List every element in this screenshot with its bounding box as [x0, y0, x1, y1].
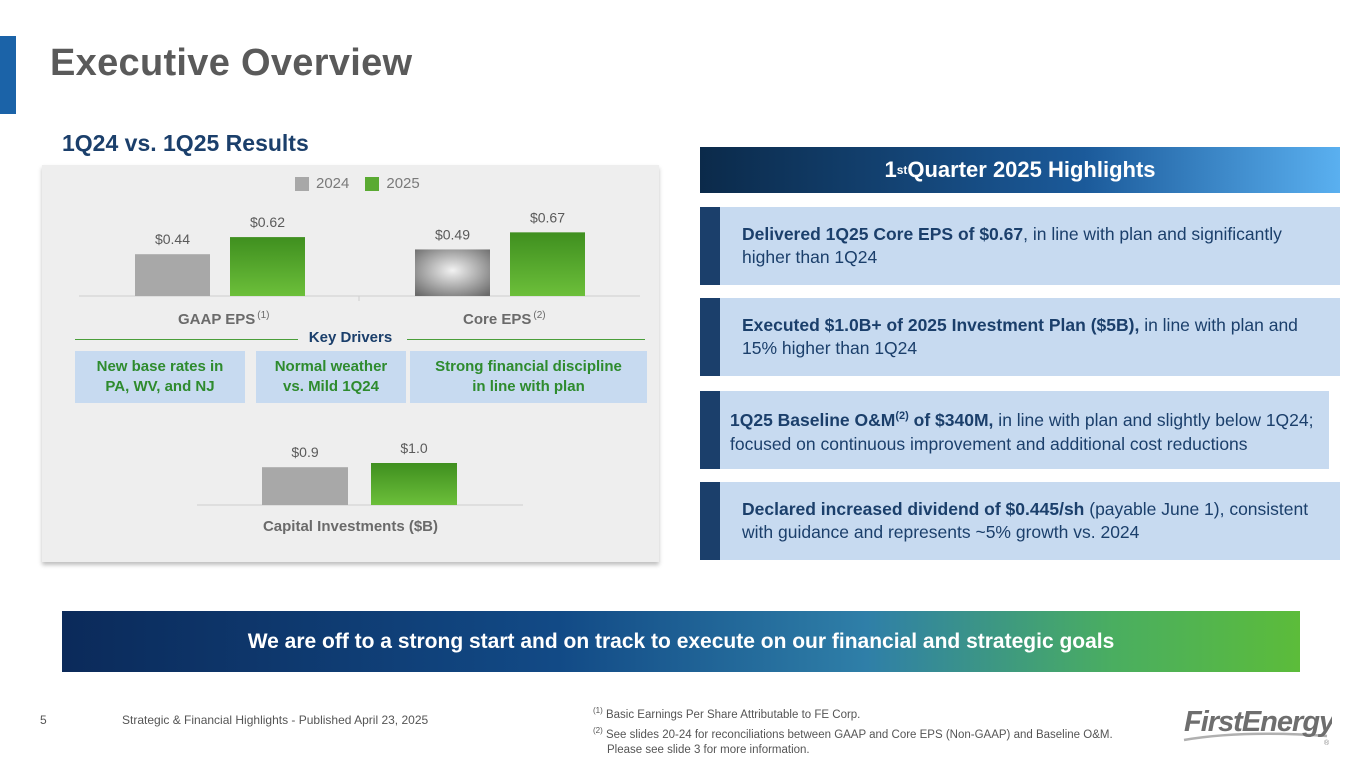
capex-bar-2024 [262, 467, 348, 505]
results-chart-panel: 2024 2025 $0.44 $0.62 $0.49 $0.67 $0.9 $1.0 G… [42, 165, 659, 562]
driver-weather-line1: Normal weather [274, 358, 388, 375]
highlight-investment-bold: Executed $1.0B+ of 2025 Investment Plan … [742, 315, 1140, 335]
legend-swatch-2025 [365, 176, 380, 191]
footnote-2-marker: (2) [593, 725, 603, 735]
legend-swatch-2024 [295, 176, 309, 191]
firstenergy-logo: FirstEnergy ® [1183, 706, 1332, 747]
core-eps-footnote: (2) [533, 310, 546, 321]
logo-swoosh [1183, 732, 1328, 742]
capex-bar-2024-label: $0.9 [291, 444, 318, 460]
eps-bar-core-eps-2025-label: $0.67 [530, 209, 565, 225]
footer-publication-note: Strategic & Financial Highlights - Publi… [122, 713, 429, 727]
driver-weather-line2: vs. Mild 1Q24 [283, 378, 379, 395]
highlight-om-bold-b: of $340M, [908, 409, 994, 430]
key-drivers-title: Key Drivers [308, 329, 393, 346]
capex-category-label: Capital Investments ($B) [262, 518, 439, 535]
highlights-header-sup: st [896, 163, 908, 177]
driver-base-rates-line2: PA, WV, and NJ [105, 378, 215, 395]
capex-bar-2025-label: $1.0 [400, 440, 427, 456]
gaap-eps-footnote: (1) [257, 310, 270, 321]
logo-text: FirstEnergy [1184, 706, 1332, 738]
highlight-dividend-text: (payable June 1), consistent with guidan… [742, 499, 1309, 542]
highlight-om-text: in line with plan and slightly below 1Q2… [730, 409, 1314, 454]
highlight-investment-plan: Executed $1.0B+ of 2025 Investment Plan … [700, 298, 1340, 376]
eps-bar-core-eps-2024 [415, 249, 490, 296]
highlight-core-eps-bold: Delivered 1Q25 Core EPS of $0.67 [742, 224, 1024, 244]
legend-label-2024: 2024 [316, 175, 350, 192]
driver-weather: Normal weather vs. Mild 1Q24 [256, 351, 406, 403]
highlight-dividend-bold: Declared increased dividend of $0.445/sh [742, 499, 1085, 519]
core-eps-label: Core EPS (2) [463, 310, 546, 328]
eps-bar-gaap-eps-2024-label: $0.44 [155, 231, 190, 247]
highlight-core-eps-text: , in line with plan and significantly hi… [742, 224, 1282, 267]
gaap-eps-text: GAAP EPS [178, 311, 256, 328]
eps-bar-gaap-eps-2025-label: $0.62 [250, 214, 285, 230]
highlight-investment-text: in line with plan and 15% higher than 1Q… [742, 315, 1298, 358]
eps-bar-core-eps-2024-label: $0.49 [435, 226, 470, 242]
page-number: 5 [40, 713, 47, 727]
chart-legend: 2024 2025 [295, 175, 420, 192]
logo-registered: ® [1324, 739, 1330, 747]
title-accent-bar [0, 36, 16, 114]
footnote-2: (2) See slides 20-24 for reconciliations… [593, 723, 1173, 743]
eps-bar-gaap-eps-2025 [230, 237, 305, 296]
summary-banner: We are off to a strong start and on trac… [62, 611, 1300, 672]
gaap-eps-label: GAAP EPS (1) [178, 310, 269, 328]
capex-bar-2025 [371, 463, 457, 505]
footnote-1-marker: (1) [593, 706, 603, 715]
driver-base-rates-line1: New base rates in [96, 358, 224, 375]
highlight-baseline-om: 1Q25 Baseline O&M(2) of $340M, in line w… [700, 391, 1329, 469]
highlights-header-main: 1 [884, 157, 897, 182]
highlight-om-sup: (2) [895, 410, 909, 423]
highlight-core-eps: Delivered 1Q25 Core EPS of $0.67, in lin… [700, 207, 1340, 285]
driver-base-rates: New base rates in PA, WV, and NJ [75, 351, 245, 403]
footnotes: (1) Basic Earnings Per Share Attributabl… [593, 703, 1173, 758]
page-title: Executive Overview [50, 42, 413, 84]
key-drivers-line-left [75, 339, 298, 340]
driver-discipline-line2: in line with plan [472, 378, 585, 395]
footnote-2-text: See slides 20-24 for reconciliations bet… [602, 728, 1113, 741]
highlight-om-bold-a: 1Q25 Baseline O&M [730, 409, 896, 430]
eps-bar-gaap-eps-2024 [135, 254, 210, 296]
highlight-dividend: Declared increased dividend of $0.445/sh… [700, 482, 1340, 560]
footnote-2-continued: Please see slide 3 for more information. [607, 743, 810, 756]
driver-financial-discipline: Strong financial discipline in line with … [410, 351, 647, 403]
legend-item-2025: 2025 [365, 175, 420, 192]
chart-svg: $0.44 $0.62 $0.49 $0.67 $0.9 $1.0 [79, 209, 640, 506]
footnote-1-text: Basic Earnings Per Share Attributable to… [602, 708, 861, 721]
eps-bar-core-eps-2025 [510, 232, 585, 296]
legend-label-2025: 2025 [386, 175, 420, 192]
driver-discipline-line1: Strong financial discipline [435, 358, 622, 375]
section-title: 1Q24 vs. 1Q25 Results [62, 130, 309, 156]
legend-item-2024: 2024 [295, 175, 349, 192]
footnote-1: (1) Basic Earnings Per Share Attributabl… [593, 703, 1173, 723]
highlights-header-rest: Quarter 2025 Highlights [907, 157, 1156, 182]
key-drivers-line-right [407, 339, 645, 340]
core-eps-text: Core EPS [463, 311, 532, 328]
